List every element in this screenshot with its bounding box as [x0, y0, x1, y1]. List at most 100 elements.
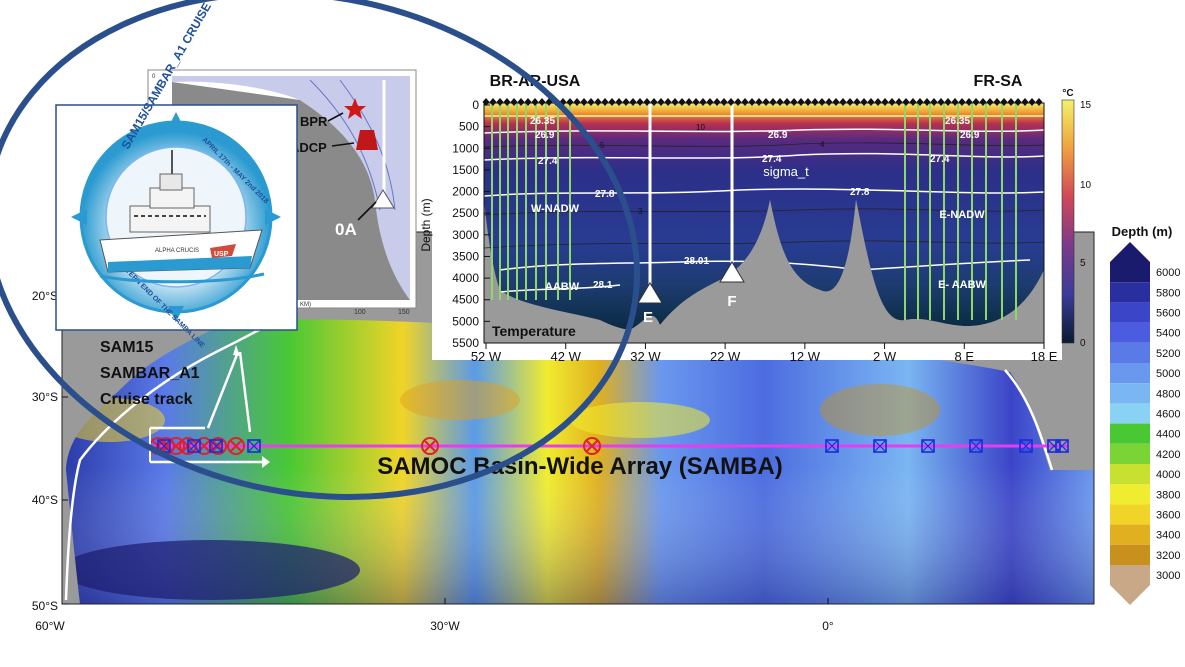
- isotherm-label-10: 10: [696, 123, 705, 132]
- cast-marker: [678, 98, 686, 106]
- cast-marker: [986, 98, 994, 106]
- lat-label-40s: 40°S: [32, 493, 58, 507]
- depth-legend-label: 5800: [1156, 287, 1180, 299]
- section-x-tick-label: 22 W: [710, 349, 741, 364]
- moorings-square-markers: [157, 439, 1069, 453]
- map-latitude-labels: 20°S 30°S 40°S 50°S: [32, 289, 68, 613]
- ship-illustration: [99, 150, 265, 284]
- lon-label-30w: 30°W: [430, 619, 460, 633]
- depth-legend-label: 3800: [1156, 489, 1180, 501]
- cruise-label-line3: Cruise track: [100, 391, 193, 408]
- lat-label-20s: 20°S: [32, 289, 58, 303]
- shelf-x-tick-100: 100: [354, 309, 366, 316]
- cast-marker: [1000, 98, 1008, 106]
- depth-legend-label: 3200: [1156, 550, 1180, 562]
- section-y-tick-label: 4500: [452, 293, 479, 307]
- depth-legend-swatch: [1110, 484, 1150, 505]
- argentine-basin-deep: [62, 540, 360, 600]
- section-y-tick-label: 2500: [452, 206, 479, 220]
- depth-legend-label: 4800: [1156, 388, 1180, 400]
- cast-marker: [937, 98, 945, 106]
- depth-legend-swatch: [1110, 342, 1150, 363]
- cast-marker: [930, 98, 938, 106]
- section-y-ticks: 0 500 1000 1500 2000 2500 3000 3500 4000 4500 5000…: [452, 98, 490, 350]
- cast-marker: [727, 98, 735, 106]
- depth-legend-swatch: [1110, 383, 1150, 404]
- mooring-square-cross: [1019, 439, 1033, 453]
- cast-marker: [881, 98, 889, 106]
- mooring-square-marker: [1019, 439, 1033, 453]
- colorbar-tick-15: 15: [1080, 100, 1092, 111]
- mooring-square-marker: [969, 439, 983, 453]
- section-y-title: Depth (m): [419, 198, 433, 251]
- cast-marker: [643, 98, 651, 106]
- mooring-circle-marker: [583, 437, 601, 455]
- section-x-tick-label: 2 W: [873, 349, 897, 364]
- depth-legend-label: 4000: [1156, 469, 1180, 481]
- lon-label-60w: 60°W: [35, 619, 65, 633]
- mooring-circle-marker: [195, 437, 213, 455]
- mooring-square-cross: [247, 439, 261, 453]
- isopycnal-label-27-4-mid: 27.4: [762, 154, 782, 165]
- cast-marker: [692, 98, 700, 106]
- panel-label-temperature: Temperature: [492, 323, 576, 339]
- depth-legend: Depth (m) 6000 5800 5600 5400 5200 5000 4800 46…: [1110, 224, 1180, 605]
- cast-marker: [713, 98, 721, 106]
- depth-legend-swatch: [1110, 282, 1150, 303]
- cast-marker: [629, 98, 637, 106]
- section-x-tick-label: 52 W: [471, 349, 502, 364]
- isopycnal-label-27-4-right: 27.4: [930, 154, 950, 165]
- walvis-ridge: [820, 384, 940, 436]
- cast-marker: [587, 98, 595, 106]
- section-y-tick-label: 4000: [452, 271, 479, 285]
- cruise-label-line2: SAMBAR_A1: [100, 365, 200, 382]
- cast-marker: [671, 98, 679, 106]
- water-mass-e-aabw: E- AABW: [938, 279, 986, 291]
- cast-marker: [811, 98, 819, 106]
- bpr-star-marker: [344, 98, 366, 119]
- cast-marker: [916, 98, 924, 106]
- cast-marker: [650, 98, 658, 106]
- cast-marker: [853, 98, 861, 106]
- mooring-square-marker: [921, 439, 935, 453]
- isopycnal-27-8: [484, 188, 1044, 197]
- colorbar-tick-0: 0: [1080, 338, 1086, 349]
- cast-marker: [573, 98, 581, 106]
- section-x-tick-label: 18 E: [1031, 349, 1058, 364]
- sigma-t-label: sigma_t: [763, 164, 809, 179]
- station-e-marker: [637, 282, 663, 304]
- mooring-circle-marker: [421, 437, 439, 455]
- depth-legend-swatch: [1110, 363, 1150, 384]
- cast-marker: [846, 98, 854, 106]
- station-0a-label: 0A: [335, 220, 357, 239]
- lat-label-30s: 30°S: [32, 390, 58, 404]
- section-right-label: FR-SA: [974, 73, 1023, 90]
- cast-marker: [489, 98, 497, 106]
- cast-marker: [496, 98, 504, 106]
- cast-marker: [993, 98, 1001, 106]
- cast-marker: [538, 98, 546, 106]
- water-mass-w-nadw: W-NADW: [531, 203, 580, 215]
- cast-marker: [601, 98, 609, 106]
- isotherm-label-5: 5: [600, 141, 605, 150]
- cast-marker: [699, 98, 707, 106]
- depth-legend-label: 5600: [1156, 308, 1180, 320]
- section-x-tick-label: 32 W: [630, 349, 661, 364]
- isopycnal-label-26-9-right: 26.9: [960, 130, 980, 141]
- cruise-track: [149, 345, 270, 468]
- cast-marker: [839, 98, 847, 106]
- cast-marker: [720, 98, 728, 106]
- depth-legend-swatch: [1110, 504, 1150, 525]
- depth-legend-label: 5000: [1156, 368, 1180, 380]
- mooring-circle-cross: [170, 440, 182, 452]
- cast-marker: [741, 98, 749, 106]
- cast-marker: [769, 98, 777, 106]
- shelf-x-tick-150: 150: [398, 309, 410, 316]
- shelf-top-tick: 0: [152, 74, 156, 80]
- cast-marker: [510, 98, 518, 106]
- seafloor-topography: [484, 200, 1044, 343]
- station-f-marker: [719, 261, 745, 283]
- coastline-africa: [1004, 369, 1054, 471]
- cast-marker: [965, 98, 973, 106]
